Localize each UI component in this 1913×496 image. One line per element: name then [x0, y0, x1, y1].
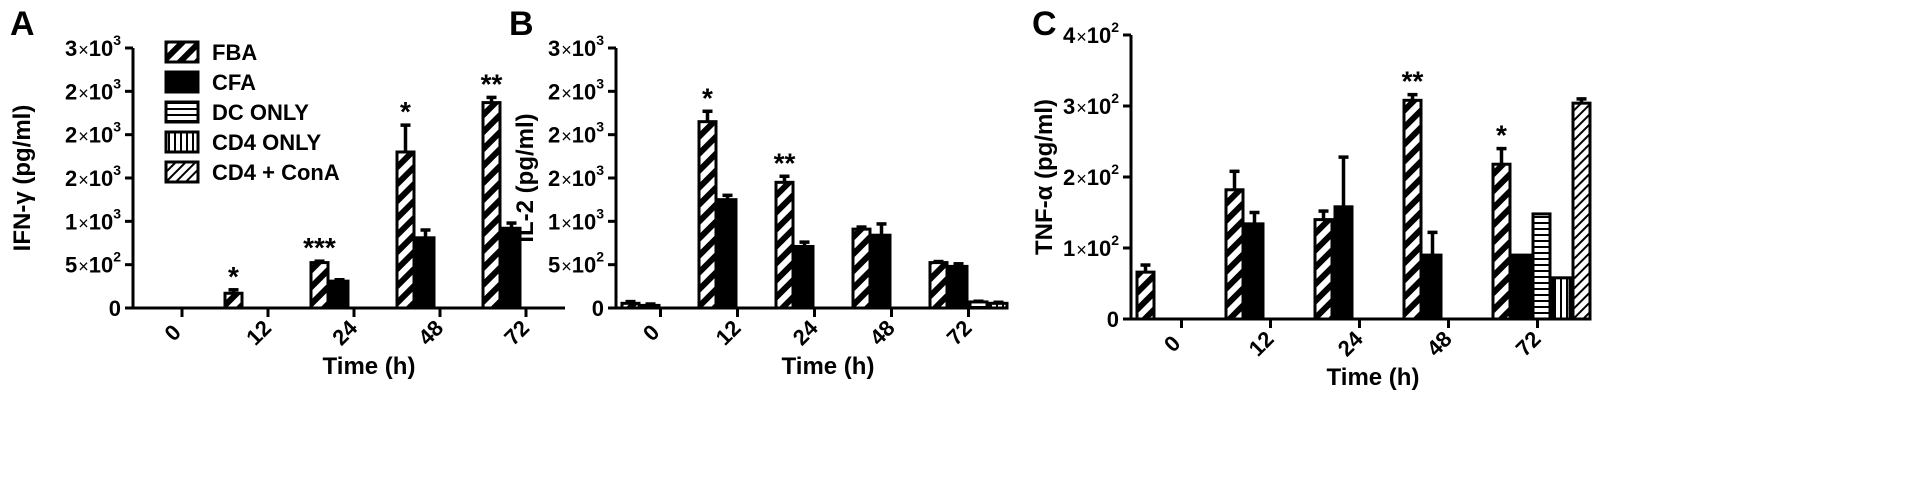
significance-marker: **	[774, 147, 796, 178]
significance-marker: *	[1496, 120, 1507, 151]
y-tick-label: 2×103	[548, 119, 604, 148]
y-axis-label: IFN-γ (pg/ml)	[9, 105, 36, 252]
panel-letter: B	[509, 5, 534, 43]
x-tick-label: 24	[327, 315, 363, 351]
y-tick-label: 5×102	[548, 249, 604, 278]
x-tick-label: 24	[788, 315, 824, 351]
bar-fba	[1402, 98, 1423, 321]
bar-fba	[223, 291, 244, 310]
x-tick-label: 0	[1159, 331, 1185, 357]
significance-marker: *	[400, 96, 411, 127]
bar-cfa	[329, 279, 350, 310]
bar-dc-only	[1531, 212, 1552, 321]
x-axis-label: Time (h)	[1327, 364, 1420, 391]
legend-swatch	[164, 100, 200, 124]
y-tick-label: 3×103	[65, 32, 121, 61]
panel-b: B 0 5×102 1×103 2×103 2×103 2×103 3×103 IL-2 (pg…	[509, 5, 1009, 380]
panel-c: C 0 1×102 2×102 3×102 4×102 TNF-α (pg/ml) 0 12 24…	[1031, 5, 1592, 391]
x-tick-label: 72	[499, 315, 534, 350]
x-tick-label: 0	[638, 320, 664, 346]
legend-swatch	[164, 160, 200, 184]
panel-letter: C	[1032, 5, 1057, 43]
x-axis-label: Time (h)	[782, 353, 875, 380]
bar-cfa	[1422, 253, 1443, 321]
bar-fba	[1491, 162, 1512, 321]
bar-cd4-only	[988, 301, 1009, 310]
y-tick-label: 0	[109, 296, 121, 321]
x-tick-label: 12	[1244, 326, 1279, 361]
bar-cfa	[1244, 222, 1265, 321]
bar-fba	[697, 120, 718, 310]
bar-fba	[1135, 270, 1156, 321]
legend-label: CD4 ONLY	[212, 130, 322, 155]
bar-fba	[395, 150, 416, 310]
bar-cfa	[717, 198, 738, 310]
x-axis-label: Time (h)	[323, 353, 416, 380]
bar-cfa	[1511, 253, 1532, 321]
x-tick-label: 12	[241, 315, 276, 350]
y-tick-label: 1×103	[65, 205, 121, 234]
significance-marker: ***	[303, 232, 336, 263]
bar-cfa	[1333, 205, 1354, 321]
y-tick-label: 3×102	[1063, 90, 1119, 119]
bar-fba	[620, 301, 641, 310]
bar-cfa	[501, 226, 522, 310]
legend-swatch	[164, 40, 200, 64]
bar-cd4-cona	[1571, 101, 1592, 321]
bar-cfa	[640, 303, 661, 310]
y-axis-label: IL-2 (pg/ml)	[512, 113, 539, 242]
legend-swatch	[164, 70, 200, 94]
y-tick-label: 2×103	[65, 119, 121, 148]
y-tick-label: 0	[1107, 307, 1119, 332]
x-tick-label: 72	[942, 315, 977, 350]
legend-label: CFA	[212, 70, 256, 95]
y-tick-label: 2×102	[1063, 161, 1119, 190]
bar-fba	[1313, 218, 1334, 321]
panel-letter: A	[10, 5, 35, 43]
bar-fba	[309, 261, 330, 310]
bar-cfa	[415, 236, 436, 310]
x-tick-label: 48	[413, 315, 448, 350]
y-tick-label: 1×102	[1063, 232, 1119, 261]
y-tick-label: 2×103	[548, 75, 604, 104]
bar-cd4-only	[1551, 276, 1572, 321]
x-tick-label: 0	[160, 320, 186, 346]
bar-fba	[928, 261, 949, 310]
bar-fba	[774, 180, 795, 310]
x-tick-label: 24	[1333, 326, 1369, 362]
x-tick-label: 48	[865, 315, 900, 350]
x-tick-label: 48	[1422, 326, 1457, 361]
y-tick-label: 3×103	[548, 32, 604, 61]
significance-marker: **	[481, 68, 503, 99]
bar-fba	[851, 227, 872, 310]
legend-label: DC ONLY	[212, 100, 309, 125]
x-tick-label: 72	[1511, 326, 1546, 361]
bar-dc-only	[968, 300, 989, 310]
bar-fba	[1224, 188, 1245, 321]
significance-marker: *	[228, 261, 239, 292]
y-tick-label: 2×103	[65, 75, 121, 104]
y-axis-label: TNF-α (pg/ml)	[1031, 99, 1058, 255]
x-tick-label: 12	[711, 315, 746, 350]
legend: FBA CFA DC ONLY CD4 ONLY CD4 + ConA	[164, 40, 340, 185]
legend-swatch	[164, 130, 200, 154]
significance-marker: *	[702, 82, 713, 113]
bar-fba	[481, 101, 502, 310]
y-tick-label: 2×103	[65, 162, 121, 191]
y-tick-label: 5×102	[65, 249, 121, 278]
legend-label: CD4 + ConA	[212, 160, 340, 185]
y-tick-label: 1×103	[548, 205, 604, 234]
y-tick-label: 4×102	[1063, 19, 1119, 48]
legend-label: FBA	[212, 40, 257, 65]
significance-marker: **	[1402, 66, 1424, 97]
bar-cfa	[948, 264, 969, 310]
y-tick-label: 2×103	[548, 162, 604, 191]
bar-cfa	[794, 244, 815, 310]
y-tick-label: 0	[592, 296, 604, 321]
panel-a: A 0 5×102 1×103 2×103 2×103 2×103 3×103 IFN-γ (p…	[9, 5, 565, 380]
bar-cfa	[871, 233, 892, 310]
